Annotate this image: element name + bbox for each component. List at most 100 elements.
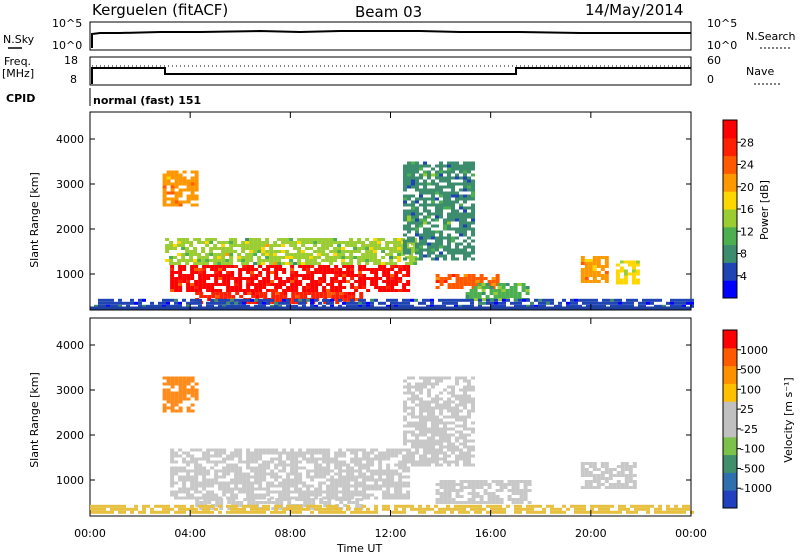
heatmap-cell xyxy=(455,379,459,383)
heatmap-cell xyxy=(311,295,316,298)
heatmap-cell xyxy=(102,298,106,302)
heatmap-cell xyxy=(366,460,371,464)
heatmap-cell xyxy=(455,167,459,171)
heatmap-cell xyxy=(622,504,626,508)
heatmap-cell xyxy=(229,262,234,265)
heatmap-cell xyxy=(517,292,522,295)
heatmap-cell xyxy=(471,248,475,252)
heatmap-cell xyxy=(439,421,443,425)
heatmap-cell xyxy=(439,433,443,437)
heatmap-cell xyxy=(246,481,251,485)
heatmap-cell xyxy=(598,504,602,508)
heatmap-cell xyxy=(475,486,480,489)
heatmap-cell xyxy=(282,484,287,488)
heatmap-cell xyxy=(229,244,234,247)
heatmap-cell xyxy=(310,304,314,308)
heatmap-cell xyxy=(358,466,363,470)
heatmap-cell xyxy=(246,510,250,514)
heatmap-cell xyxy=(623,275,628,279)
heatmap-cell xyxy=(190,301,194,305)
heatmap-cell xyxy=(489,292,494,295)
heatmap-cell xyxy=(407,236,411,240)
heatmap-cell xyxy=(419,245,423,249)
heatmap-cell xyxy=(554,507,558,511)
heatmap-cell xyxy=(373,259,378,262)
heatmap-cell xyxy=(170,507,174,511)
heatmap-cell xyxy=(471,209,475,213)
heatmap-cell xyxy=(98,504,102,508)
heatmap-cell xyxy=(497,283,502,286)
heatmap-cell xyxy=(234,493,239,497)
heatmap-cell xyxy=(423,433,427,437)
heatmap-cell xyxy=(273,244,278,247)
heatmap-cell xyxy=(439,403,443,407)
heatmap-cell xyxy=(298,280,303,283)
heatmap-cell xyxy=(290,504,294,508)
heatmap-cell xyxy=(302,493,307,497)
heatmap-cell xyxy=(182,487,187,491)
heatmap-cell xyxy=(471,486,476,489)
heatmap-cell xyxy=(521,289,526,292)
heatmap-cell xyxy=(301,241,306,244)
heatmap-cell xyxy=(214,274,219,277)
heatmap-cell xyxy=(226,277,231,280)
heatmap-cell xyxy=(463,277,468,280)
heatmap-cell xyxy=(402,469,407,473)
heatmap-cell xyxy=(182,182,187,186)
heatmap-cell xyxy=(214,454,219,458)
heatmap-cell xyxy=(278,454,283,458)
heatmap-cell xyxy=(570,504,574,508)
heatmap-cell xyxy=(237,244,242,247)
heatmap-cell xyxy=(235,292,240,295)
heatmap-cell xyxy=(323,295,328,298)
heatmap-cell xyxy=(250,504,254,508)
heatmap-cell xyxy=(230,510,234,514)
heatmap-cell xyxy=(270,448,275,452)
heatmap-cell xyxy=(238,283,243,286)
heatmap-cell xyxy=(471,227,475,231)
heatmap-cell xyxy=(386,463,391,467)
heatmap-cell xyxy=(306,448,311,452)
heatmap-cell xyxy=(439,215,443,219)
heatmap-cell xyxy=(194,179,199,183)
heatmap-cell xyxy=(310,454,315,458)
heatmap-cell xyxy=(294,451,299,455)
heatmap-cell xyxy=(214,268,219,271)
heatmap-cell xyxy=(294,298,298,302)
heatmap-cell xyxy=(447,221,451,225)
heatmap-cell xyxy=(338,274,343,277)
heatmap-cell xyxy=(261,259,266,262)
heatmap-cell xyxy=(362,490,367,494)
heatmap-cell xyxy=(435,170,439,174)
heatmap-cell xyxy=(162,510,166,514)
heatmap-cell xyxy=(309,256,314,259)
heatmap-cell xyxy=(423,418,427,422)
heatmap-cell xyxy=(334,457,339,461)
heatmap-cell xyxy=(323,292,328,295)
heatmap-cell xyxy=(471,501,476,504)
heatmap-cell xyxy=(406,504,410,508)
heatmap-cell xyxy=(423,382,427,386)
heatmap-cell xyxy=(479,498,484,501)
heatmap-cell xyxy=(201,247,206,250)
heatmap-cell xyxy=(369,247,374,250)
heatmap-cell xyxy=(255,301,260,304)
heatmap-cell xyxy=(471,463,475,467)
heatmap-cell xyxy=(226,490,231,494)
heatmap-cell xyxy=(467,161,471,165)
heatmap-cell xyxy=(602,304,606,308)
velocity-ylabel: Slant Range [km] xyxy=(28,372,41,468)
heatmap-cell xyxy=(299,295,304,298)
heatmap-cell xyxy=(298,460,303,464)
heatmap-cell xyxy=(342,481,347,485)
heatmap-cell xyxy=(405,244,410,247)
heatmap-cell xyxy=(619,260,624,264)
heatmap-cell xyxy=(471,409,475,413)
heatmap-cell xyxy=(521,286,526,289)
heatmap-cell xyxy=(467,194,471,198)
heatmap-cell xyxy=(221,262,226,265)
heatmap-cell xyxy=(297,259,302,262)
heatmap-cell xyxy=(369,244,374,247)
heatmap-cell xyxy=(298,265,303,268)
